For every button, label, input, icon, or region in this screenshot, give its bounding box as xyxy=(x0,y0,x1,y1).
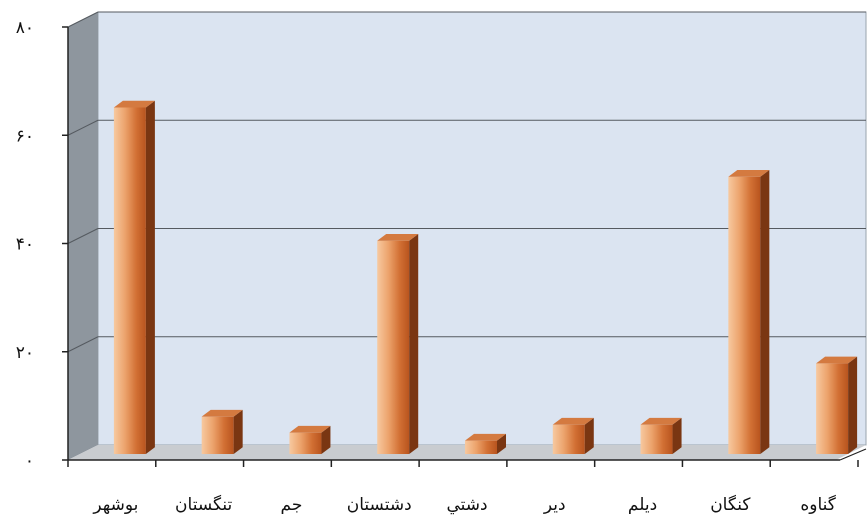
bar-side xyxy=(672,417,682,454)
y-tick-label: ۲۰ xyxy=(16,343,34,363)
bar xyxy=(816,356,858,454)
y-tick-label: ۶۰ xyxy=(16,126,34,146)
bar xyxy=(113,100,155,454)
bar xyxy=(289,425,331,454)
y-tick-label: ۴۰ xyxy=(16,235,34,255)
gridline-side xyxy=(67,228,99,244)
bar-top xyxy=(113,100,155,108)
bar xyxy=(201,409,243,454)
bar-front xyxy=(728,176,761,455)
bar-top xyxy=(552,417,594,425)
bar-front xyxy=(465,440,497,454)
bar-top xyxy=(816,356,858,364)
bar-front xyxy=(289,432,322,454)
bar-side xyxy=(848,356,858,454)
bar-front xyxy=(552,424,585,454)
bar xyxy=(377,233,419,454)
bar-top xyxy=(201,409,243,417)
bar-side xyxy=(145,100,155,454)
bar xyxy=(728,170,770,455)
x-tick-label: جم xyxy=(281,495,303,515)
bar-top xyxy=(728,170,770,177)
bar-side xyxy=(584,417,594,454)
bar-top xyxy=(377,233,419,241)
x-tick-label: گناوه xyxy=(800,494,836,515)
x-tick-label: بوشهر xyxy=(92,495,138,515)
x-axis-depth-line xyxy=(839,448,867,461)
x-tick-label: دير xyxy=(543,495,566,515)
bar-side xyxy=(497,433,506,454)
bar-top xyxy=(640,417,682,425)
y-tick-label: ۸۰ xyxy=(16,18,34,38)
gridline-side xyxy=(67,336,99,353)
y-tick-label: ۰ xyxy=(25,451,34,471)
bar-side xyxy=(233,409,243,454)
x-tick-label: کنگان xyxy=(710,494,751,515)
gridline-side xyxy=(67,11,99,28)
gridline-side xyxy=(67,119,99,136)
bar xyxy=(640,417,682,454)
bar-front xyxy=(640,424,673,454)
bar-side xyxy=(321,425,331,454)
x-tick-label: دشتي xyxy=(446,495,487,515)
bars-layer: بوشهر تنگستان جم دشتستان دشتي دير ديلم کنگان گنا… xyxy=(92,100,858,515)
bar-top xyxy=(289,425,331,433)
bar-top xyxy=(465,433,506,441)
bar-front xyxy=(201,416,234,454)
bar xyxy=(552,417,594,454)
bar-side xyxy=(760,170,770,455)
x-tick-label: تنگستان xyxy=(175,494,232,515)
bar-front xyxy=(113,107,146,454)
x-tick-label: ديلم xyxy=(628,495,657,515)
axes-layer: ۰ ۲۰ ۴۰ ۶۰ ۸۰ xyxy=(16,18,867,471)
x-tick-label: دشتستان xyxy=(347,495,412,515)
bar-front xyxy=(377,240,410,454)
bar xyxy=(465,433,506,454)
bar-side xyxy=(409,233,419,454)
bar-front xyxy=(816,363,849,454)
